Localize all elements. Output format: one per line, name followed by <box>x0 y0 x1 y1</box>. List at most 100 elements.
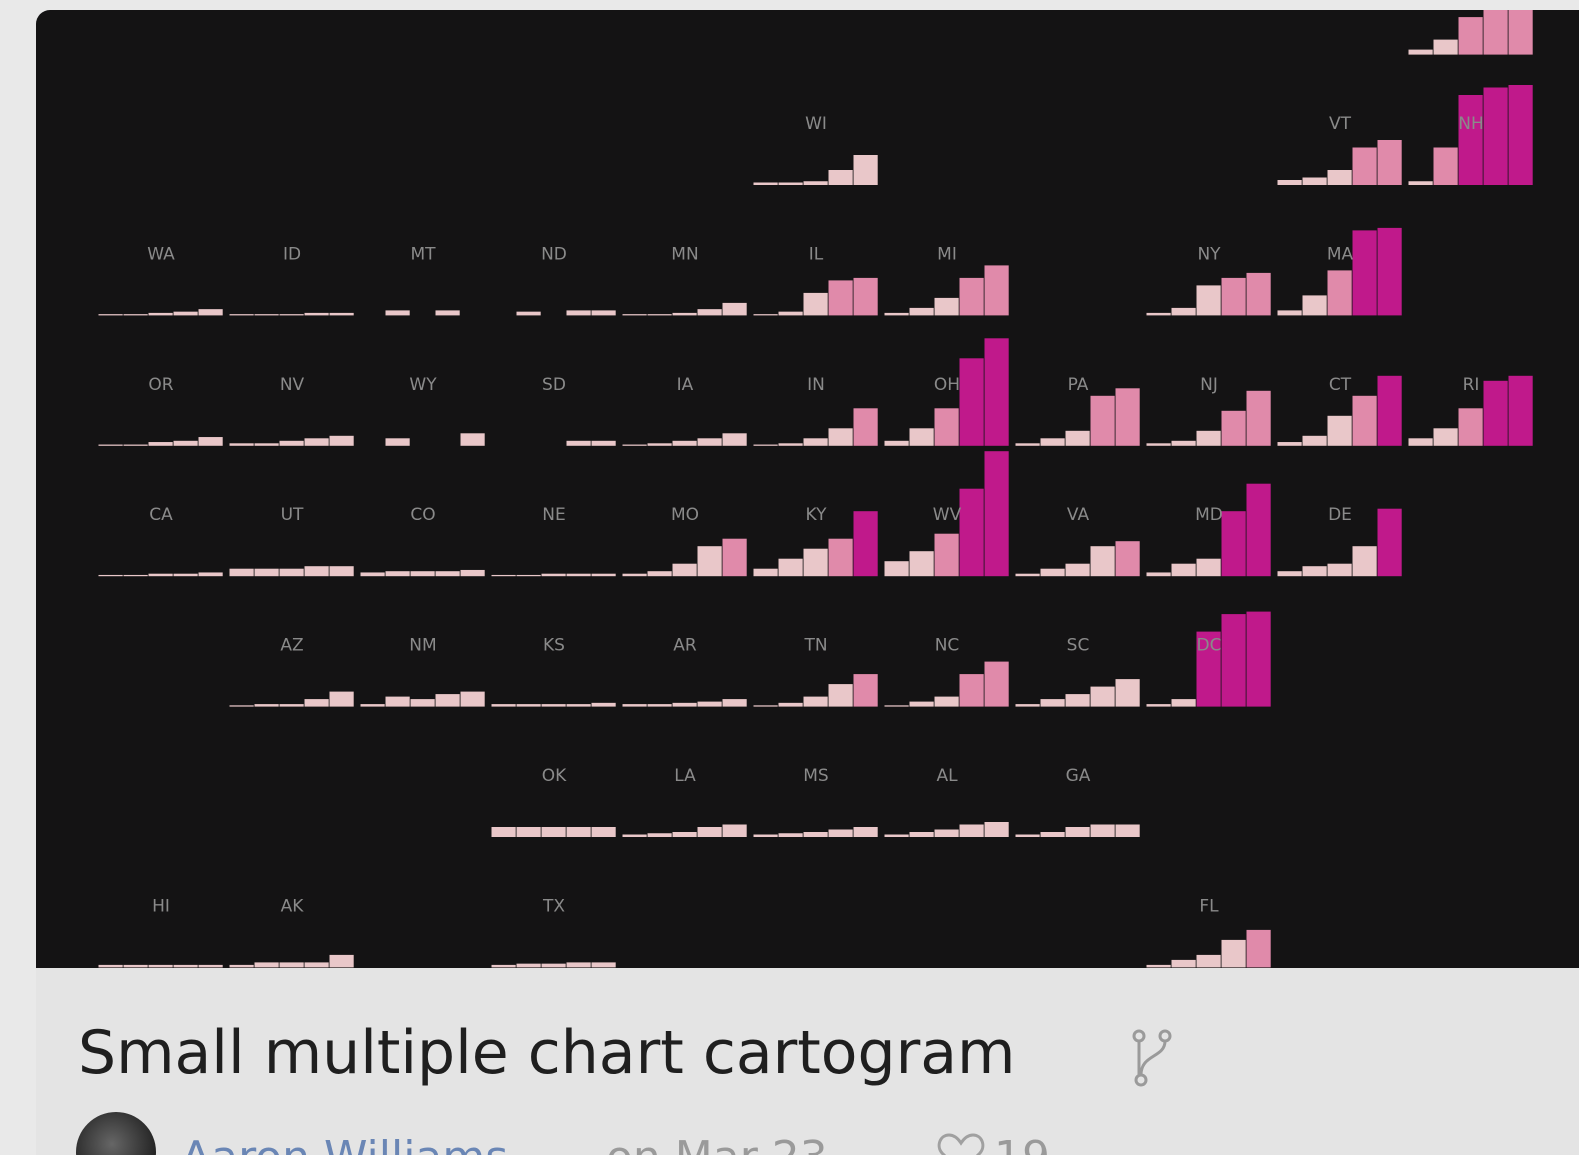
bar <box>803 548 828 577</box>
bar <box>1458 17 1483 55</box>
bar <box>279 440 304 446</box>
bar <box>385 696 410 707</box>
author[interactable]: Aaron Williams <box>181 1132 508 1155</box>
state-label: KY <box>806 505 828 525</box>
bar <box>753 182 778 185</box>
bar <box>1090 395 1115 446</box>
state-label: IN <box>807 375 825 395</box>
bar <box>541 704 566 707</box>
bar <box>622 314 647 316</box>
bar <box>1508 10 1533 55</box>
state-label: DE <box>1328 505 1352 525</box>
bar <box>697 438 722 446</box>
bar <box>722 433 747 446</box>
bar <box>622 573 647 577</box>
bar <box>491 574 516 577</box>
bar <box>853 827 878 837</box>
bar <box>672 702 697 707</box>
bar <box>1196 285 1221 316</box>
bar <box>1040 832 1065 837</box>
bar <box>198 309 223 316</box>
bar <box>229 705 254 707</box>
bar <box>1146 312 1171 316</box>
notebook-card[interactable]: WI VT NH WA ID MT ND MN IL MI NY MA OR NV WY SD IA IN OH PA… <box>36 10 1579 1155</box>
bar <box>1302 295 1327 316</box>
bar <box>1065 430 1090 446</box>
bar <box>697 827 722 837</box>
state-label: ND <box>541 244 567 264</box>
bar <box>173 311 198 316</box>
bar <box>909 701 934 707</box>
bar <box>1196 631 1221 707</box>
bar <box>279 962 304 968</box>
bar <box>566 573 591 577</box>
bar <box>173 964 198 968</box>
bar <box>304 312 329 316</box>
bar <box>1377 140 1402 185</box>
bar <box>123 574 148 577</box>
bar <box>460 433 485 446</box>
bar <box>803 832 828 837</box>
bar <box>697 701 722 707</box>
bar <box>566 704 591 707</box>
bar <box>622 834 647 837</box>
bar <box>672 832 697 837</box>
bar <box>884 834 909 837</box>
bar <box>435 310 460 316</box>
bar <box>1115 824 1140 837</box>
state-label: UT <box>281 505 304 525</box>
bar <box>1146 572 1171 577</box>
bar <box>229 314 254 316</box>
bar <box>853 155 878 185</box>
bar <box>123 314 148 316</box>
state-label: NC <box>935 636 960 656</box>
bar <box>516 827 541 837</box>
thumbnail[interactable]: WI VT NH WA ID MT ND MN IL MI NY MA OR NV WY SD IA IN OH PA… <box>36 10 1579 968</box>
bar <box>385 310 410 316</box>
state-label: MT <box>410 244 436 264</box>
bar <box>1277 310 1302 316</box>
bar <box>722 699 747 707</box>
avatar[interactable] <box>76 1112 156 1155</box>
bar <box>1196 558 1221 577</box>
bar <box>591 827 616 837</box>
bar <box>778 182 803 185</box>
state-label: CO <box>410 505 435 525</box>
state-label: AL <box>936 766 958 786</box>
thumbnail-background <box>36 10 1579 968</box>
bar <box>1433 147 1458 185</box>
bar <box>1327 563 1352 577</box>
bar <box>360 572 385 577</box>
bar <box>828 280 853 316</box>
bar <box>435 694 460 707</box>
bar <box>1352 395 1377 446</box>
like-icon[interactable] <box>936 1132 986 1155</box>
bar <box>1115 388 1140 446</box>
card-title[interactable]: Small multiple chart cartogram <box>78 1018 1016 1088</box>
bar <box>959 277 984 316</box>
bar <box>591 310 616 316</box>
bar <box>566 310 591 316</box>
state-label: TX <box>542 896 565 916</box>
state-label: SD <box>542 375 566 395</box>
bar <box>229 964 254 968</box>
bar <box>491 964 516 968</box>
state-label: OH <box>934 375 960 395</box>
state-label: VT <box>1329 114 1352 134</box>
bar <box>329 954 354 968</box>
bar <box>1508 375 1533 446</box>
state-label: AZ <box>280 636 303 656</box>
bar <box>984 661 1009 707</box>
bar <box>1171 699 1196 707</box>
bar <box>541 573 566 577</box>
bar <box>1115 679 1140 707</box>
bar <box>1377 227 1402 316</box>
bar <box>1065 694 1090 707</box>
bar <box>722 824 747 837</box>
bar <box>1171 440 1196 446</box>
bar <box>198 964 223 968</box>
bar <box>491 704 516 707</box>
bar <box>984 451 1009 577</box>
bar <box>828 428 853 446</box>
state-label: DC <box>1197 636 1222 656</box>
